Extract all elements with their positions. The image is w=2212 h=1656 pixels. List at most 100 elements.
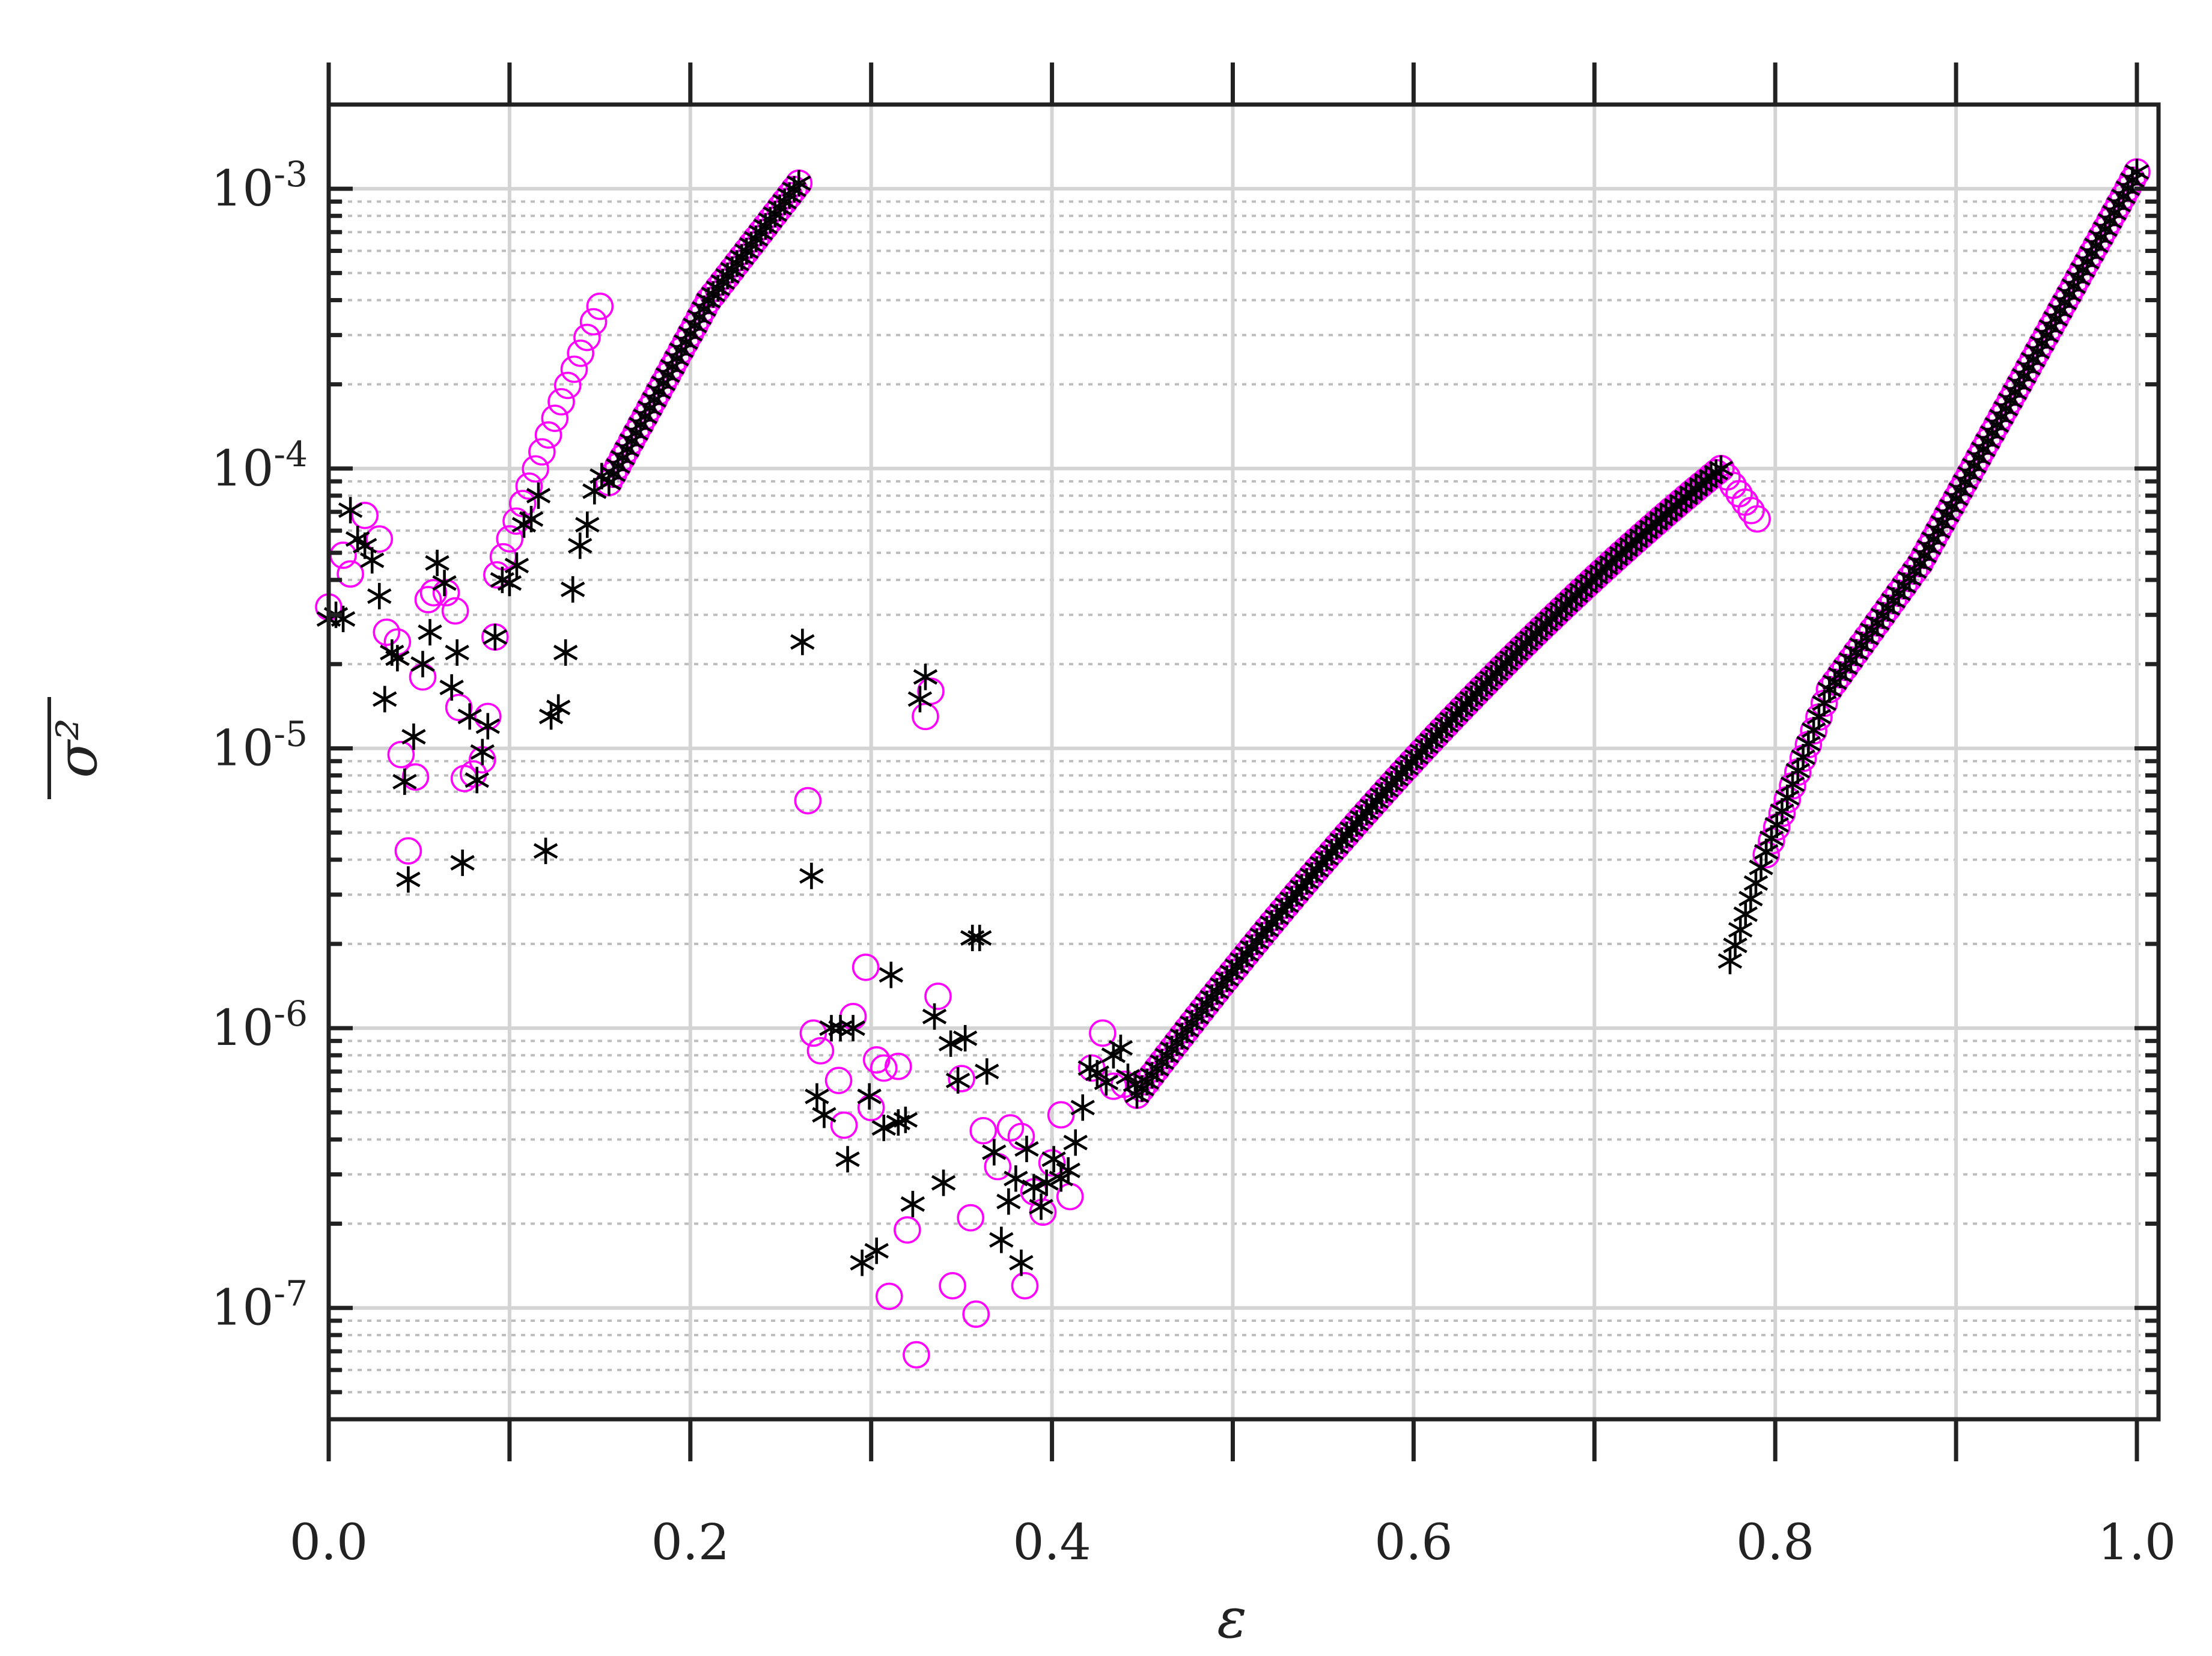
data-point-star: [1921, 526, 1946, 553]
ticks: [326, 62, 2159, 1461]
data-point-star: [1009, 1249, 1034, 1276]
y-tick-label: 10-3: [211, 154, 308, 218]
data-point-circle: [522, 455, 549, 483]
data-point-star: [546, 694, 571, 721]
x-tick-label: 0.8: [1736, 1514, 1814, 1571]
data-point-star: [396, 866, 421, 893]
data-point-circle: [441, 597, 469, 625]
data-point-star: [1004, 1165, 1028, 1192]
data-point-star: [373, 686, 397, 713]
data-point-star: [1812, 690, 1836, 717]
data-point-circle: [996, 1114, 1025, 1142]
data-point-star: [2011, 362, 2037, 389]
data-point-circle: [528, 438, 556, 466]
data-point-circle: [862, 1046, 891, 1074]
data-point-star: [683, 312, 707, 339]
data-point-star: [1743, 869, 1769, 896]
data-point-star: [857, 1083, 882, 1110]
data-point-star: [1041, 1146, 1066, 1173]
y-tick-label: 10-6: [211, 993, 308, 1057]
data-point-circle: [1725, 479, 1753, 508]
data-point-star: [841, 1015, 865, 1042]
data-point-circle: [496, 525, 524, 553]
data-point-star: [533, 838, 558, 865]
data-point-star: [1764, 811, 1789, 838]
data-point-star: [674, 329, 698, 356]
data-point-star: [967, 925, 992, 952]
data-point-circle: [351, 501, 379, 529]
data-point-star: [850, 1249, 874, 1276]
data-point-star: [568, 532, 593, 559]
data-point-star: [907, 686, 933, 713]
data-point-star: [687, 303, 712, 330]
data-point-star: [1063, 1129, 1088, 1156]
x-tick-label: 0.2: [651, 1514, 730, 1571]
data-point-star: [642, 386, 666, 413]
data-point-star: [1912, 542, 1937, 569]
data-point-star: [1785, 757, 1811, 784]
data-point-star: [1070, 1094, 1095, 1121]
data-point-circle: [489, 543, 517, 571]
data-point-star: [1806, 703, 1832, 730]
data-point-star: [1085, 1060, 1110, 1087]
data-point-star: [1989, 403, 2014, 430]
data-point-star: [799, 862, 824, 889]
data-point-star: [475, 713, 500, 740]
data-point-circle: [799, 1019, 827, 1047]
x-tick-label: 0.4: [1013, 1514, 1091, 1571]
data-point-star: [1943, 485, 1969, 512]
data-point-star: [1934, 501, 1960, 528]
data-point-circle: [337, 560, 364, 588]
data-point-circle: [1737, 496, 1765, 525]
data-point-circle: [573, 323, 601, 352]
data-point-star: [450, 849, 475, 876]
data-point-circle: [894, 1216, 921, 1244]
data-point-star: [2066, 264, 2091, 291]
data-point-circle: [1089, 1019, 1117, 1047]
data-point-circle: [957, 1204, 984, 1232]
x-tick-labels: 0.0 0.2 0.4 0.6 0.8 1.0: [290, 1514, 2176, 1571]
data-point-star: [2043, 305, 2068, 332]
y-tick-label: 10-5: [211, 713, 308, 777]
data-point-star: [504, 552, 529, 579]
data-point-circle: [1038, 1149, 1066, 1177]
data-point-star: [1975, 428, 2000, 455]
y-tick-label: 10-4: [211, 434, 308, 498]
data-point-circle: [373, 618, 401, 647]
data-point-star: [338, 497, 363, 524]
data-point-circle: [824, 1067, 853, 1094]
data-point-star: [1108, 1034, 1133, 1061]
data-point-star: [1723, 932, 1747, 959]
data-point-star: [2102, 199, 2127, 227]
data-point-star: [922, 1003, 947, 1030]
data-point-star: [2106, 191, 2131, 218]
data-point-star: [526, 482, 551, 509]
data-point-star: [900, 1190, 925, 1217]
data-point-star: [610, 444, 635, 471]
data-point-circle: [852, 954, 880, 981]
data-point-star: [945, 1067, 970, 1094]
data-point-star: [575, 511, 600, 538]
data-point-star: [2093, 216, 2118, 243]
grid: [327, 103, 2159, 1420]
data-point-star: [1980, 419, 2005, 446]
data-point-star: [982, 1139, 1007, 1166]
data-point-star: [1738, 885, 1763, 912]
data-point-star: [2016, 355, 2041, 382]
data-point-star: [989, 1226, 1014, 1253]
data-point-star: [1717, 948, 1743, 975]
data-point-star: [678, 320, 703, 347]
data-point-circle: [567, 339, 594, 367]
data-point-star: [2061, 273, 2086, 300]
data-point-star: [1708, 455, 1734, 482]
data-point-star: [2052, 289, 2077, 316]
data-point-circle: [553, 371, 582, 400]
data-point-star: [1791, 744, 1815, 771]
data-point-star: [790, 629, 815, 656]
data-point-star: [432, 570, 457, 597]
data-point-star: [628, 411, 653, 438]
data-point-star: [418, 619, 442, 646]
data-point-star: [2029, 330, 2055, 357]
y-tick-label: 10-7: [211, 1273, 308, 1337]
